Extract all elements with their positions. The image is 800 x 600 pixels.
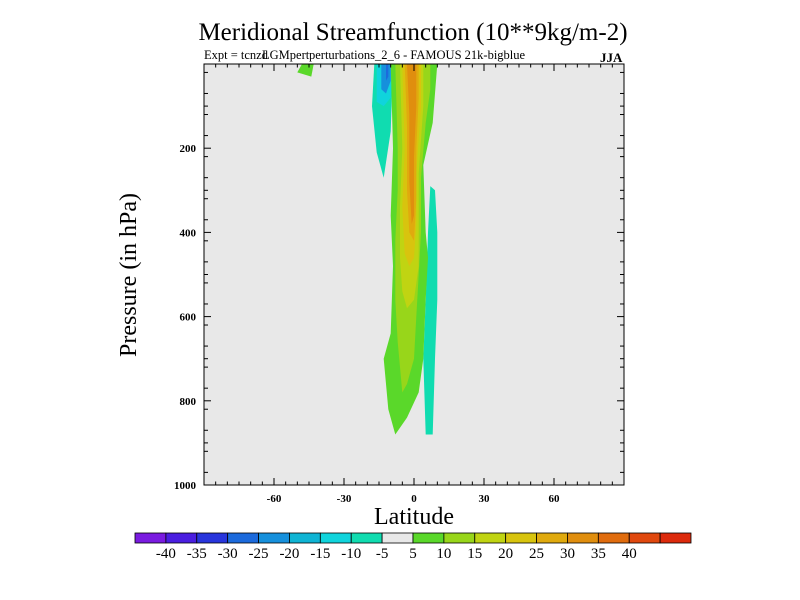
x-tick-label: -60 [267, 493, 282, 505]
colorbar-swatch [567, 532, 599, 544]
colorbar-swatch [597, 532, 630, 544]
colorbar-swatch [319, 532, 352, 544]
colorbar-label: 20 [498, 546, 513, 562]
colorbar-swatch [165, 532, 198, 544]
chart-subtitle-expt: Expt = tcnzd [204, 48, 269, 62]
colorbar-swatch [227, 532, 259, 544]
contour-region-nh-upper-positive-5 [297, 64, 314, 77]
y-tick-label: 200 [180, 143, 197, 155]
colorbar-swatch [134, 532, 167, 544]
colorbar-swatch [289, 532, 321, 544]
colorbar-swatch [258, 532, 290, 544]
x-tick-label: -30 [337, 493, 352, 505]
colorbar-label: -5 [376, 546, 389, 562]
colorbar-swatch [350, 532, 383, 544]
colorbar: -40 -35 -30 -25 -20 -15 -10 -5 5 10 15 20 25 30 35 40 [134, 532, 692, 562]
contour-region-upper-negative-20 [386, 64, 389, 81]
colorbar-label: 10 [436, 546, 451, 562]
colorbar-swatch [536, 532, 568, 544]
x-tick-label: 60 [549, 493, 561, 505]
y-tick-label: 600 [180, 312, 197, 324]
colorbar-swatch [628, 532, 661, 544]
plot-area: -60 -30 0 30 60 200 400 600 800 1000 [174, 63, 625, 505]
y-axis-label: Pressure (in hPa) [116, 193, 142, 357]
colorbar-label: 35 [591, 546, 606, 562]
x-tick-label: 30 [479, 493, 491, 505]
colorbar-swatch [474, 532, 507, 544]
colorbar-swatch [412, 532, 445, 544]
colorbar-swatch [196, 532, 229, 544]
colorbar-label: 40 [622, 546, 637, 562]
colorbar-label: -30 [218, 546, 238, 562]
x-tick-label: 0 [411, 493, 417, 505]
contour-region-positive-30 [407, 64, 417, 224]
colorbar-label: 15 [467, 546, 482, 562]
colorbar-label: 5 [409, 546, 417, 562]
contour-regions [297, 64, 438, 435]
colorbar-label: -35 [187, 546, 207, 562]
colorbar-label: -20 [279, 546, 299, 562]
colorbar-label: -10 [341, 546, 361, 562]
colorbar-swatch [443, 532, 476, 544]
y-tick-label: 800 [180, 396, 197, 408]
chart-subtitle-main: perturbations_2_6 - FAMOUS 21k-bigblue [309, 48, 526, 62]
chart-subtitle-overlap: LGMpert [262, 48, 310, 62]
colorbar-label: -40 [156, 546, 176, 562]
colorbar-label: 30 [560, 546, 575, 562]
colorbar-swatch [659, 532, 692, 544]
colorbar-swatch [505, 532, 537, 544]
colorbar-label: -25 [249, 546, 269, 562]
season-label: JJA [600, 50, 623, 65]
axis-ticks: -60 -30 0 30 60 200 400 600 800 1000 [174, 64, 625, 505]
chart-title: Meridional Streamfunction (10**9kg/m-2) [198, 19, 627, 46]
colorbar-label: -15 [310, 546, 330, 562]
x-axis-label: Latitude [374, 504, 454, 530]
y-tick-label: 400 [180, 227, 197, 239]
colorbar-swatch [381, 532, 414, 544]
contour-region-sh-negative-5 [423, 186, 438, 435]
colorbar-label: 25 [529, 546, 544, 562]
y-tick-label: 1000 [174, 480, 197, 492]
